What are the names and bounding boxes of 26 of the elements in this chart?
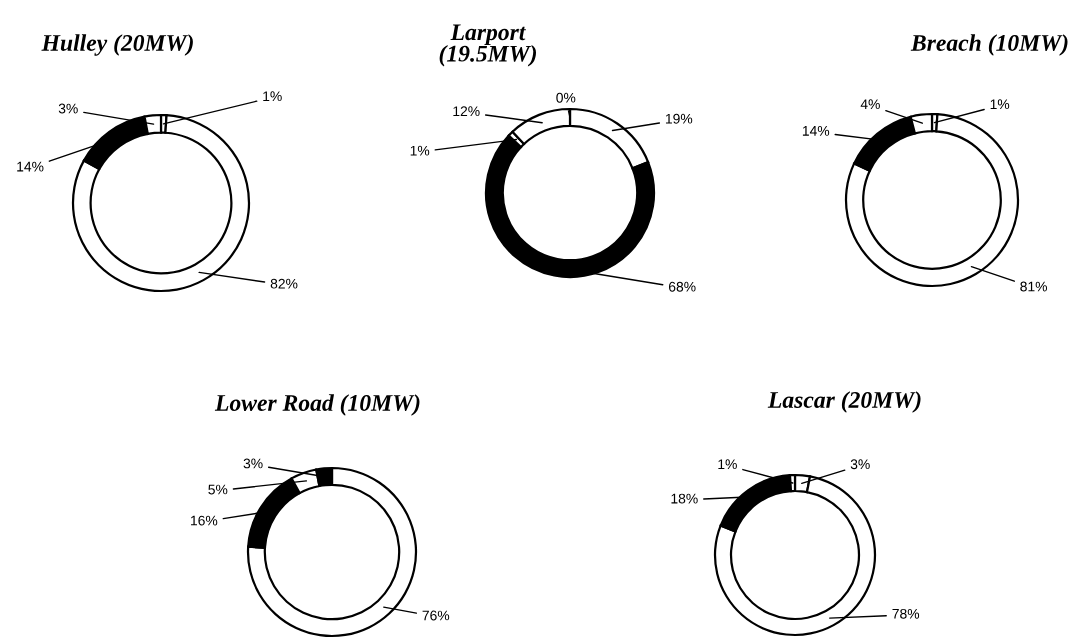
data-label: 3% bbox=[243, 458, 263, 469]
data-label: 68% bbox=[668, 281, 696, 292]
data-label: 1% bbox=[263, 91, 282, 102]
data-label: 76% bbox=[422, 610, 450, 621]
data-label: 1% bbox=[990, 99, 1010, 110]
chart-title: Lower Road (10MW) bbox=[214, 394, 420, 416]
chart-title: Breach (10MW) bbox=[910, 34, 1068, 56]
chart-title: Lascar (20MW) bbox=[767, 391, 921, 413]
data-label: 16% bbox=[191, 515, 218, 526]
data-label: 12% bbox=[453, 106, 480, 117]
data-label: 3% bbox=[58, 103, 78, 114]
data-label: 1% bbox=[718, 459, 737, 470]
data-label: 3% bbox=[850, 459, 870, 470]
data-label: 82% bbox=[270, 278, 298, 289]
data-label: 4% bbox=[860, 99, 880, 110]
data-label: 81% bbox=[1020, 281, 1048, 292]
data-label: 18% bbox=[671, 493, 698, 504]
chart-title: Hulley (20MW) bbox=[41, 34, 193, 56]
chart-title: Larport (19.5MW) bbox=[439, 24, 537, 67]
text: 0% bbox=[556, 92, 576, 103]
data-label: 19% bbox=[665, 113, 693, 124]
data-label: 5% bbox=[208, 484, 228, 495]
data-label: 78% bbox=[892, 608, 920, 619]
data-label: 1% bbox=[410, 145, 430, 156]
data-label: 14% bbox=[17, 161, 44, 172]
data-label: 14% bbox=[802, 126, 830, 136]
